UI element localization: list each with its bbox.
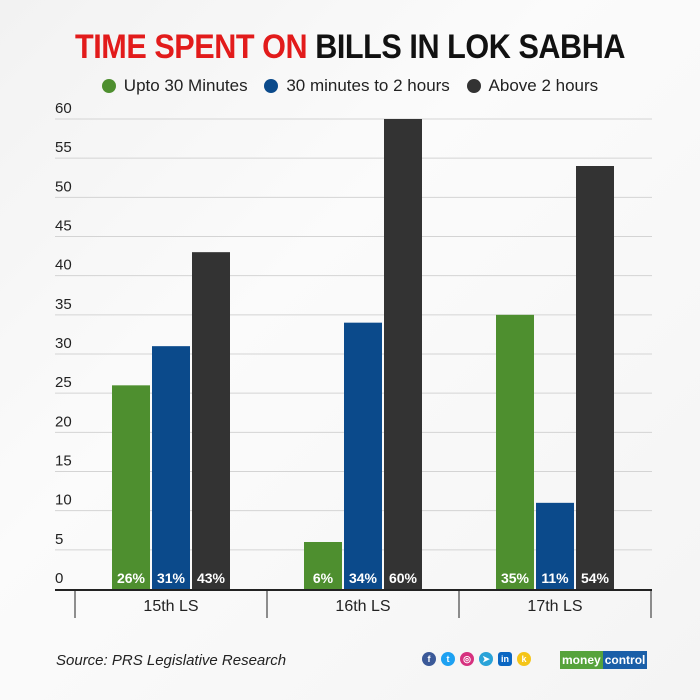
data-label: 31% [157,570,186,586]
data-label: 43% [197,570,226,586]
legend-item: Above 2 hours [466,76,599,96]
x-tick-label: 15th LS [143,598,198,615]
bar [344,322,382,589]
bar [112,385,150,589]
y-tick-label: 60 [55,100,72,117]
y-tick-label: 25 [55,374,72,391]
data-label: 35% [501,570,530,586]
y-tick-label: 30 [55,335,72,352]
data-label: 6% [313,570,334,586]
bar [304,542,342,589]
logo-part2: control [602,651,648,669]
legend-item: 30 minutes to 2 hours [264,76,450,96]
bar [536,502,574,589]
legend-swatch [466,79,481,93]
bar [192,252,230,589]
bar [384,119,422,589]
data-label: 34% [349,570,378,586]
data-label: 60% [389,570,418,586]
y-tick-label: 50 [55,178,72,195]
y-tick-label: 20 [55,413,72,430]
y-tick-label: 10 [55,492,72,509]
y-tick-label: 0 [55,570,63,587]
legend-item: Upto 30 Minutes [101,76,248,96]
facebook-icon[interactable]: f [422,652,436,666]
legend: Upto 30 Minutes 30 minutes to 2 hours Ab… [0,76,700,98]
instagram-icon[interactable]: ◎ [460,652,474,666]
data-label: 11% [541,570,569,586]
legend-label: Above 2 hours [488,76,599,95]
x-tick-label: 17th LS [527,598,582,615]
bar [152,346,190,589]
y-tick-label: 45 [55,218,72,235]
legend-label: Upto 30 Minutes [123,76,248,95]
data-label: 26% [117,570,146,586]
chart-title: TIME SPENT ON BILLS IN LOK SABHA [35,28,665,67]
bar [576,166,614,589]
y-tick-label: 55 [55,139,72,156]
data-label: 54% [581,570,610,586]
legend-label: 30 minutes to 2 hours [286,76,450,95]
koo-icon[interactable]: k [517,652,531,666]
y-tick-label: 15 [55,453,72,470]
x-tick-label: 16th LS [335,598,390,615]
bar [496,314,534,589]
legend-swatch [101,79,116,93]
y-tick-label: 40 [55,257,72,274]
moneycontrol-logo: money control [560,651,648,669]
twitter-icon[interactable]: t [441,652,455,666]
y-tick-label: 35 [55,296,72,313]
logo-part1: money [560,651,603,669]
title-red: TIME SPENT ON [74,28,308,66]
telegram-icon[interactable]: ➤ [479,652,493,666]
source-note: Source: PRS Legislative Research [56,652,287,669]
social-icons: f t ◎ ➤ in k [422,652,531,666]
linkedin-icon[interactable]: in [498,652,512,666]
y-tick-label: 5 [55,531,63,548]
title-black: BILLS IN LOK SABHA [315,28,626,66]
legend-swatch [264,79,279,93]
